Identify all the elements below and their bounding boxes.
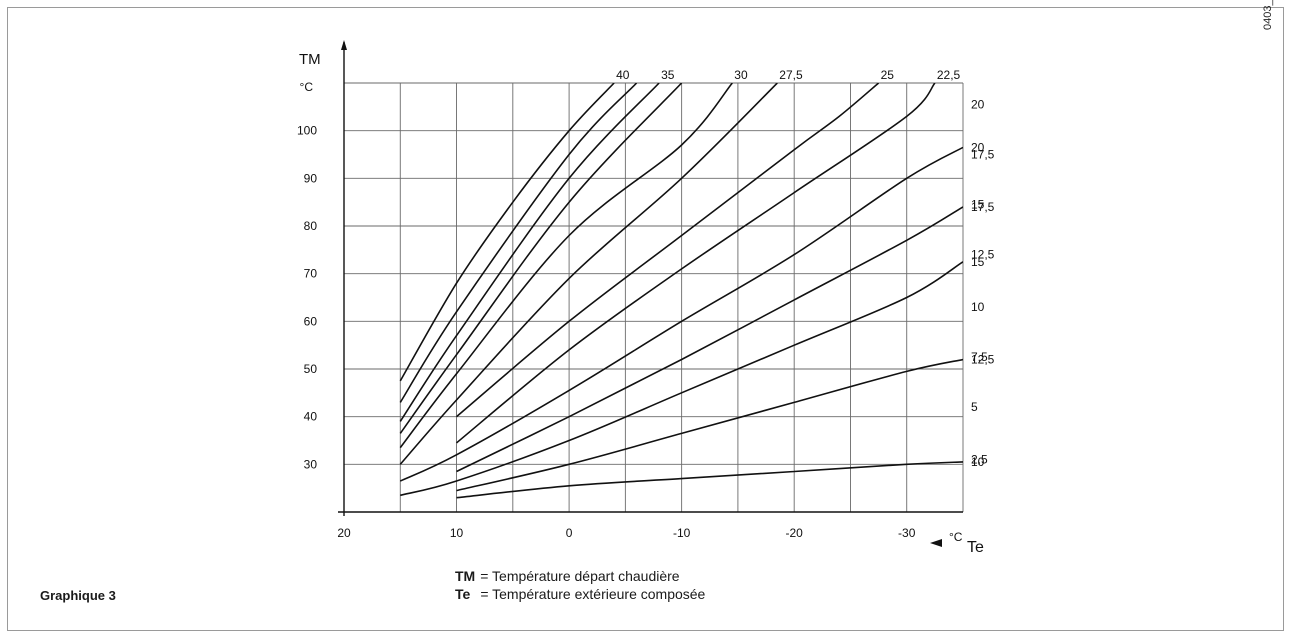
curve-series-line	[399, 83, 615, 382]
x-axis-pointer-icon	[930, 539, 942, 547]
curve-series-line	[400, 261, 963, 497]
curve-series-line	[455, 83, 880, 418]
curve-series-line	[399, 83, 660, 422]
x-axis-title: Te	[967, 539, 984, 556]
curve-series-line	[399, 83, 638, 403]
curve-label: 17,5	[971, 200, 995, 214]
curve-label: 12,5	[971, 352, 995, 366]
curve-series-line	[456, 461, 963, 499]
x-tick-label: 0	[566, 526, 573, 540]
y-tick-label: 90	[304, 171, 318, 185]
y-tick-label: 40	[304, 410, 318, 424]
curve-label: 40	[616, 68, 630, 82]
curve-label: 30	[734, 68, 748, 82]
curve-series-line	[399, 83, 778, 465]
legend-desc-te: Température extérieure composée	[492, 586, 706, 602]
curve-label: 20	[971, 140, 985, 154]
curve-series-line	[399, 83, 733, 449]
y-axis-title: TM	[299, 51, 321, 68]
x-tick-label: -20	[786, 526, 804, 540]
right-curve-label: 7,5	[971, 350, 988, 364]
x-tick-label: -10	[673, 526, 691, 540]
y-tick-label: 50	[304, 362, 318, 376]
right-curve-label: 5	[971, 400, 978, 414]
right-curve-label: 2,5	[971, 453, 988, 467]
legend-symbol-te: Te	[455, 586, 471, 602]
x-tick-label: 20	[337, 526, 351, 540]
curve-label: 35	[661, 68, 675, 82]
graph-title: Graphique 3	[40, 588, 116, 603]
right-curve-label: 20	[971, 97, 985, 111]
curve-label: 27,5	[779, 68, 803, 82]
legend-symbol-tm: TM	[455, 568, 476, 584]
curve-label: 25	[881, 68, 895, 82]
figure-frame	[7, 7, 1284, 631]
curve-label: 10	[971, 455, 985, 469]
y-tick-label: 60	[304, 314, 318, 328]
curve-series-line	[399, 146, 963, 482]
right-curve-label: 10	[971, 300, 985, 314]
right-curve-label: 17,5	[971, 148, 995, 162]
x-tick-label: 10	[450, 526, 464, 540]
curve-series-line	[455, 83, 936, 444]
y-tick-label: 70	[304, 267, 318, 281]
y-axis-unit: °C	[300, 80, 314, 94]
curve-label: 15	[971, 255, 985, 269]
curve-label: 22,5	[937, 68, 961, 82]
right-curve-label: 15	[971, 198, 985, 212]
curve-series-line	[399, 83, 683, 434]
curve-series-line	[456, 358, 963, 492]
y-tick-label: 100	[297, 124, 317, 138]
y-tick-label: 80	[304, 219, 318, 233]
curve-series-line	[456, 206, 963, 473]
legend-row-te: Te = Température extérieure composée	[455, 586, 706, 602]
legend-desc-tm: Température départ chaudière	[492, 568, 680, 584]
legend-row-tm: TM = Température départ chaudière	[455, 568, 680, 584]
y-axis-arrow-icon	[341, 40, 347, 50]
legend: TM = Température départ chaudière Te = Tem…	[455, 567, 705, 603]
x-tick-label: -30	[898, 526, 916, 540]
right-curve-label: 12,5	[971, 248, 995, 262]
y-tick-label: 30	[304, 457, 318, 471]
reference-code: 0403_2504	[1262, 0, 1274, 30]
x-axis-unit: °C	[949, 530, 963, 544]
